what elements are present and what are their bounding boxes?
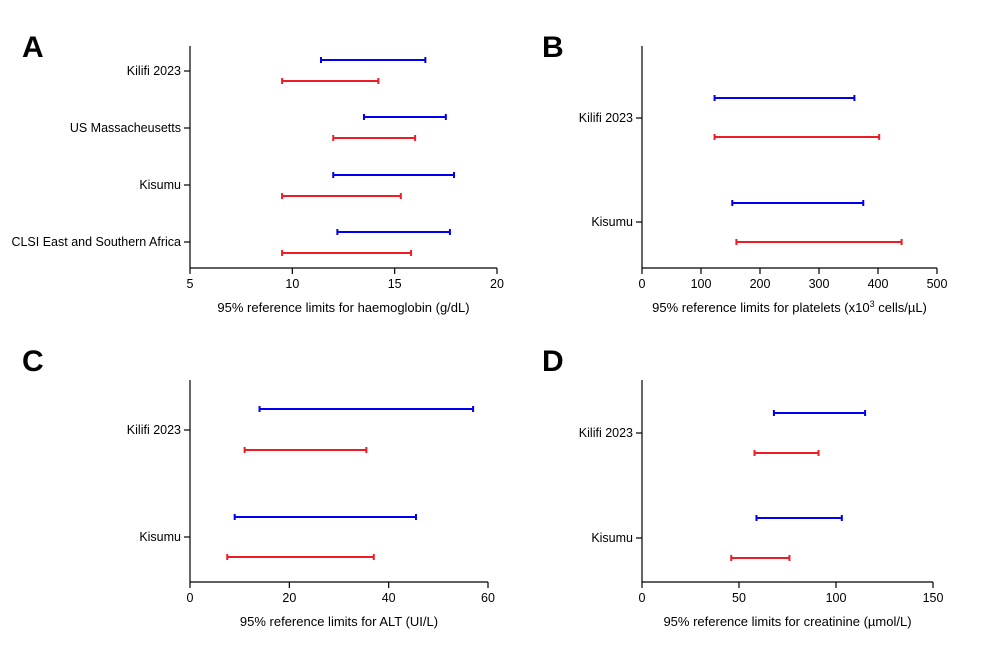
category-label: Kisumu (591, 215, 633, 229)
x-tick-label: 60 (481, 591, 495, 605)
x-tick-label: 150 (923, 591, 944, 605)
x-tick-label: 50 (732, 591, 746, 605)
category-label: Kilifi 2023 (127, 423, 181, 437)
x-tick-label: 0 (187, 591, 194, 605)
category-label: Kilifi 2023 (579, 111, 633, 125)
category-label: Kilifi 2023 (579, 426, 633, 440)
x-axis-label-part: 95% reference limits for creatinine (µmo… (663, 614, 911, 629)
category-label: Kisumu (139, 530, 181, 544)
x-tick-label: 400 (868, 277, 889, 291)
x-axis-label-part: cells/µL) (875, 300, 927, 315)
category-label: US Massacheusetts (70, 121, 181, 135)
x-tick-label: 100 (826, 591, 847, 605)
x-tick-label: 300 (809, 277, 830, 291)
panel-letter-a: A (22, 31, 44, 64)
x-axis-label: 95% reference limits for haemoglobin (g/… (217, 300, 469, 315)
x-tick-label: 200 (750, 277, 771, 291)
x-axis-label: 95% reference limits for platelets (x103… (652, 299, 927, 315)
category-label: CLSI East and Southern Africa (11, 235, 181, 249)
x-tick-label: 20 (490, 277, 504, 291)
category-label: Kisumu (591, 531, 633, 545)
x-axis-label-part: 95% reference limits for ALT (UI/L) (240, 614, 438, 629)
x-axis-label: 95% reference limits for ALT (UI/L) (240, 614, 438, 629)
panel-letter-d: D (542, 345, 564, 378)
x-tick-label: 40 (382, 591, 396, 605)
x-tick-label: 100 (691, 277, 712, 291)
x-tick-label: 10 (285, 277, 299, 291)
panel-b: B 0 100 200 300 400 500 Kilifi 2023 Kisumu 95% re… (542, 31, 947, 315)
x-tick-label: 0 (639, 277, 646, 291)
panel-c: C 0 20 40 60 Kilifi 2023 Kisumu 95% reference l… (22, 345, 495, 629)
x-axis-label-part: 3 (870, 299, 875, 309)
x-tick-label: 500 (927, 277, 948, 291)
panel-letter-c: C (22, 345, 44, 378)
x-tick-label: 15 (388, 277, 402, 291)
category-label: Kisumu (139, 178, 181, 192)
x-tick-label: 0 (639, 591, 646, 605)
x-axis-label: 95% reference limits for creatinine (µmo… (663, 614, 911, 629)
x-tick-label: 5 (187, 277, 194, 291)
x-axis-label-part: 95% reference limits for platelets (x10 (652, 300, 869, 315)
category-label: Kilifi 2023 (127, 64, 181, 78)
x-axis-label-part: 95% reference limits for haemoglobin (g/… (217, 300, 469, 315)
panel-a: A 5 10 15 20 Kilifi 2023 US Massacheusetts Kisu… (11, 31, 504, 315)
panel-d: D 0 50 100 150 Kilifi 2023 Kisumu 95% reference… (542, 345, 943, 629)
panel-letter-b: B (542, 31, 564, 64)
x-tick-label: 20 (282, 591, 296, 605)
